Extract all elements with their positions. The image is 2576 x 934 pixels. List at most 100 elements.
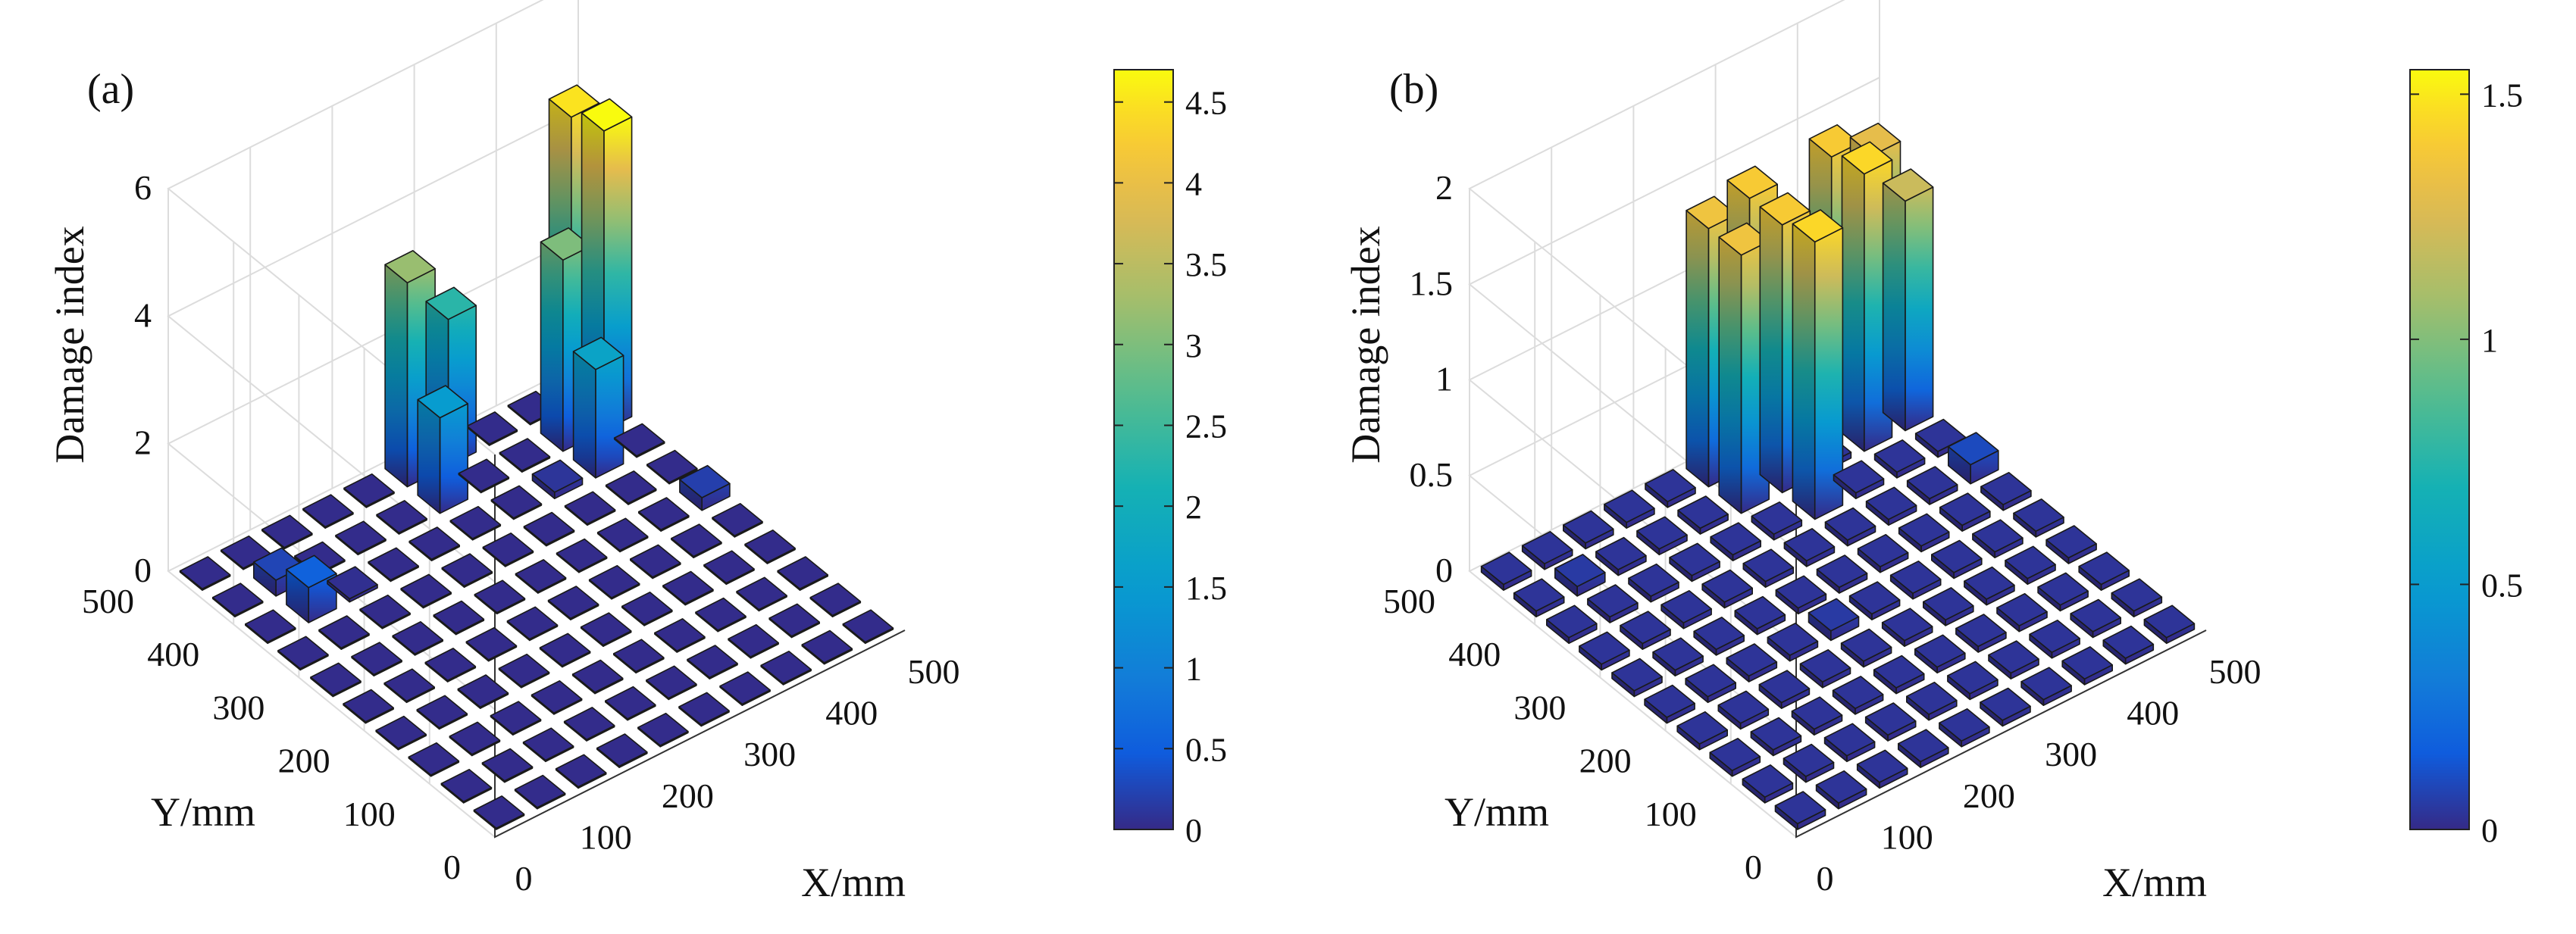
bar-face: [417, 398, 441, 514]
bar-top: [1710, 522, 1761, 556]
bars: [179, 84, 894, 830]
bar-top: [1726, 643, 1778, 677]
bar-top: [564, 491, 616, 525]
bar: [449, 721, 501, 757]
bar-top: [1587, 584, 1639, 618]
bar: [302, 494, 354, 529]
bar-top: [621, 591, 673, 626]
gridline-z: [167, 0, 544, 455]
bar-top: [417, 385, 469, 419]
bar: [1750, 717, 1802, 757]
x-tick-label: 300: [2045, 735, 2097, 773]
bar: [719, 671, 771, 707]
bar: [465, 626, 518, 662]
bar-top: [465, 626, 518, 661]
bar-top: [473, 795, 525, 829]
bar-top: [523, 511, 575, 545]
colorbar-tick-label: 0: [1185, 812, 1202, 849]
bar-top: [400, 573, 452, 608]
bar: [408, 742, 460, 777]
bar: [654, 618, 706, 653]
bar-face: [572, 351, 596, 479]
bar-top: [2078, 551, 2130, 586]
bar: [571, 659, 624, 695]
bar-top: [1513, 578, 1565, 612]
bar-top: [1783, 528, 1836, 562]
bar-top: [1521, 530, 1573, 565]
colorbar-tick-label: 0.5: [1185, 731, 1227, 768]
axis-line: [494, 455, 906, 839]
bar: [408, 526, 461, 561]
bar: [1587, 584, 1639, 623]
colorbar-tick-label: 3: [1185, 327, 1202, 364]
bar: [376, 500, 427, 535]
x-tick-label: 200: [1963, 776, 2015, 815]
colorbar: 0 0.5 1 1.5 2 2.5 3 3.5 4 4.5: [1113, 69, 1227, 849]
bar: [1947, 661, 1999, 701]
bar: [1652, 637, 1704, 677]
bar-top: [1751, 501, 1803, 536]
bar: [596, 517, 649, 553]
bar: [1709, 737, 1761, 777]
bar-top: [343, 473, 395, 508]
bar-top: [613, 423, 665, 457]
bar-top: [744, 529, 796, 564]
bar: [2111, 578, 2163, 618]
bar: [310, 662, 362, 698]
bar-top: [563, 707, 615, 741]
bar-top: [2070, 598, 2121, 633]
bar: [629, 544, 681, 579]
bar: [1882, 168, 1934, 432]
bar: [1521, 530, 1573, 570]
y-axis-label: Y/mm: [1445, 789, 1549, 835]
bar: [604, 686, 656, 721]
bar-top: [1676, 711, 1728, 745]
bar-top: [1889, 560, 1942, 595]
bar-top: [637, 497, 690, 531]
bar: [1742, 548, 1795, 589]
bar: [1676, 711, 1728, 751]
bar: [2078, 551, 2130, 591]
bar-top: [555, 754, 607, 788]
bar: [351, 642, 402, 677]
bar-top: [1923, 587, 1974, 621]
bar: [1669, 542, 1720, 583]
bar-top: [1799, 648, 1851, 683]
bar-top: [1792, 209, 1844, 243]
x-tick-label: 300: [743, 735, 796, 773]
bar-top: [286, 554, 337, 589]
bar-top: [662, 570, 714, 604]
bar: [473, 795, 525, 830]
bar: [580, 612, 632, 648]
bar-top: [556, 538, 608, 572]
bar: [1865, 486, 1917, 526]
bar-face: [384, 264, 408, 488]
bar-top: [1717, 690, 1770, 724]
bar: [1931, 539, 1983, 579]
bar: [244, 609, 296, 645]
bar: [1964, 566, 2015, 606]
bar: [1513, 578, 1565, 618]
bar: [621, 591, 673, 626]
bar-top: [547, 586, 599, 620]
bar: [482, 532, 534, 567]
bar-top: [1563, 510, 1614, 544]
bar: [1742, 764, 1794, 804]
bar: [1563, 510, 1614, 550]
y-tick-label: 0: [1745, 848, 1762, 886]
bar-top: [1808, 598, 1860, 632]
bar: [318, 615, 370, 650]
bar: [261, 514, 313, 550]
bar-top: [596, 733, 648, 767]
bar: [1636, 516, 1688, 556]
colorbar: 0 0.5 1 1.5: [2409, 69, 2523, 849]
x-tick-label: 0: [515, 859, 533, 898]
bar: [539, 633, 591, 668]
bar-top: [588, 564, 640, 598]
bar: [1856, 749, 1908, 789]
bar-top: [2013, 498, 2064, 533]
bar-top: [408, 742, 460, 776]
colorbar-tick-label: 4: [1185, 165, 1202, 202]
